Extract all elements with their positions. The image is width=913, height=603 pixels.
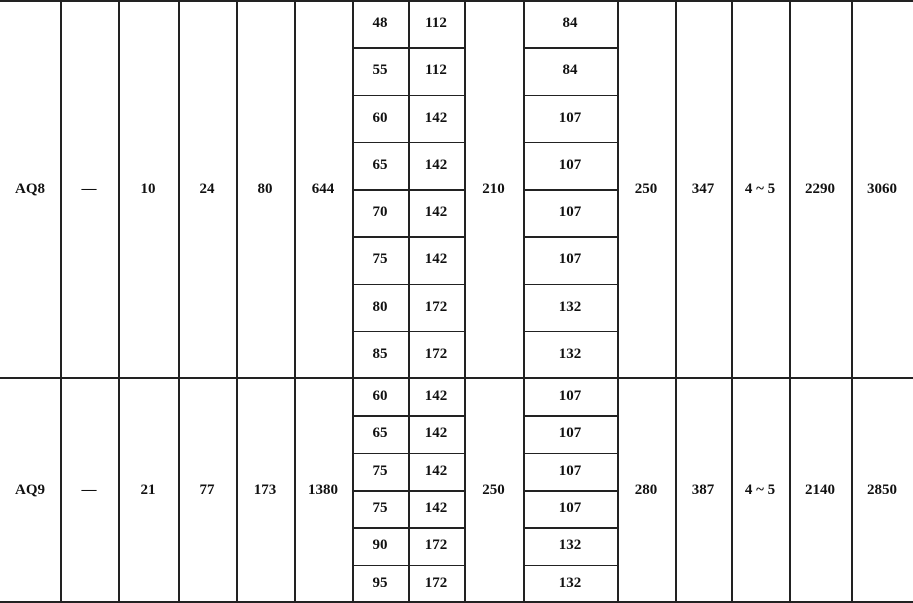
value-cell: 80 [257,180,273,197]
sub-row-divider [523,189,617,191]
column-divider [523,0,525,602]
sub-row-cell: 172 [424,574,448,591]
sub-row-divider [523,47,617,49]
sub-row-cell: 65 [372,425,388,442]
value-cell: 2140 [805,481,835,498]
model-cell: AQ9 [15,481,45,498]
sub-row-cell: 132 [558,537,582,554]
sub-row-cell: 55 [372,62,388,79]
sub-row-cell: 107 [558,109,582,126]
column-divider [789,0,791,602]
column-divider [178,0,180,602]
sub-row-divider [523,94,617,96]
value-cell: 173 [253,481,277,498]
sub-row-divider [523,283,617,285]
group-divider [0,377,913,379]
column-divider [675,0,677,602]
sub-row-cell: 107 [558,388,582,405]
sub-row-cell: 107 [558,425,582,442]
sub-row-cell: 85 [372,345,388,362]
column-divider [617,0,619,602]
sub-row-cell: 112 [425,15,447,32]
column-divider [294,0,296,602]
sub-row-divider [523,141,617,144]
sub-row-cell: 107 [558,204,582,221]
sub-row-cell: 60 [372,109,388,126]
value-cell: 280 [634,481,658,498]
value-cell: 10 [140,180,156,197]
sub-row-cell: 75 [372,462,388,479]
sub-row-divider [523,330,617,333]
sub-row-cell: 75 [372,500,388,517]
sub-row-cell: 112 [425,62,447,79]
sub-row-cell: 84 [562,15,578,32]
value-cell: 210 [482,180,505,197]
value-cell: 2290 [805,180,835,197]
sub-row-cell: 142 [424,204,448,221]
sub-row-cell: 48 [372,15,388,32]
sub-row-cell: 142 [424,109,448,126]
column-divider [408,0,410,602]
value-cell: 77 [199,481,215,498]
sub-row-cell: 172 [424,537,448,554]
sub-row-cell: 142 [424,425,448,442]
sub-row-cell: 75 [372,251,388,268]
value-cell: 2850 [867,481,897,498]
column-divider [118,0,120,602]
sub-row-cell: 172 [424,298,448,315]
sub-row-cell: 84 [562,62,578,79]
column-divider [352,0,354,602]
value-cell: 347 [691,180,715,197]
sub-row-cell: 107 [558,251,582,268]
sub-row-cell: 60 [372,388,388,405]
sub-row-cell: 132 [558,574,582,591]
sub-row-cell: 70 [372,204,388,221]
column-divider [60,0,62,602]
value-cell: 3060 [867,180,897,197]
value-cell: 1380 [308,481,338,498]
value-cell: 4 ~ 5 [744,180,776,197]
sub-row-cell: 80 [372,298,388,315]
sub-row-cell: 142 [424,156,448,173]
value-cell: 24 [199,180,215,197]
sub-row-divider [523,564,617,567]
sub-row-divider [523,527,617,529]
column-divider [236,0,238,602]
sub-row-cell: 142 [424,388,448,405]
model-cell: AQ8 [15,180,45,197]
value-cell: 644 [311,180,335,197]
sub-row-divider [523,236,617,238]
sub-row-cell: 107 [558,156,582,173]
sub-row-cell: 107 [558,462,582,479]
sub-row-divider [523,452,617,455]
table-top-border [0,0,913,2]
sub-row-cell: 142 [424,500,448,517]
value-cell: 21 [140,481,156,498]
sub-row-divider [523,490,617,492]
value-cell: 387 [691,481,715,498]
sub-row-cell: 132 [558,345,582,362]
column-divider [731,0,733,602]
value-cell: — [81,180,97,197]
sub-row-cell: 95 [372,574,388,591]
value-cell: 4 ~ 5 [744,481,776,498]
sub-row-cell: 90 [372,537,388,554]
column-divider [464,0,466,602]
sub-row-cell: 107 [558,500,582,517]
sub-row-cell: 132 [558,298,582,315]
sub-row-cell: 65 [372,156,388,173]
sub-row-divider [523,415,617,417]
column-divider [851,0,853,602]
sub-row-cell: 142 [424,251,448,268]
value-cell: 250 [482,481,505,498]
value-cell: 250 [634,180,658,197]
sub-row-cell: 172 [424,345,448,362]
value-cell: — [81,481,97,498]
sub-row-cell: 142 [424,462,448,479]
